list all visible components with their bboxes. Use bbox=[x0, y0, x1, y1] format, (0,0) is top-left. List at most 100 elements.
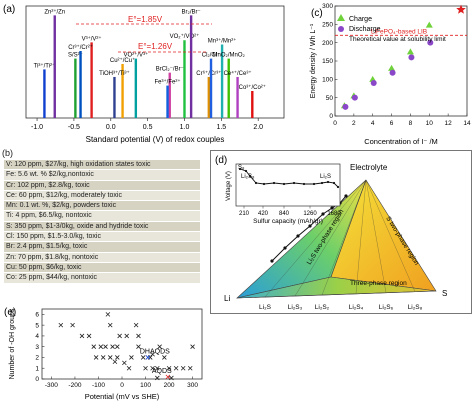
y-tick-label: 4 bbox=[35, 333, 39, 340]
path-point bbox=[296, 234, 300, 238]
legend-discharge-marker bbox=[338, 26, 344, 32]
electrolyte-label: Electrolyte bbox=[350, 163, 388, 172]
redox-label: Co³⁺/Co²⁺ bbox=[239, 84, 266, 91]
phase-label: Li₂S bbox=[259, 304, 272, 311]
inset-point bbox=[302, 182, 306, 186]
redox-label: VO₂⁺/VO²⁺ bbox=[170, 33, 200, 40]
panel-b-label: (b) bbox=[2, 148, 13, 158]
phase-label: Li₂S₄ bbox=[349, 304, 364, 311]
redox-label: TiOH³⁺/Ti³⁺ bbox=[99, 70, 130, 77]
inset-point bbox=[248, 174, 252, 178]
x-tick-label: -0.5 bbox=[68, 124, 80, 131]
y-tick-label: 3 bbox=[35, 344, 39, 351]
scatter-point bbox=[124, 333, 129, 339]
inset-point bbox=[312, 182, 316, 186]
inset-label-li2s: Li₂S bbox=[320, 174, 331, 180]
panel-a-xlabel: Standard potential (V) of redox couples bbox=[86, 135, 225, 144]
scatter-point bbox=[103, 344, 108, 349]
scatter-point bbox=[155, 365, 160, 371]
y-tick-label: 0 bbox=[35, 376, 39, 383]
x-tick-label: 0 bbox=[333, 120, 337, 127]
x-tick-label: 0.0 bbox=[106, 124, 116, 131]
scatter-point bbox=[157, 344, 162, 349]
dhaqds-point bbox=[145, 355, 151, 360]
panel-a-frame bbox=[25, 5, 285, 119]
table-row: Ce: 60 ppm, $12/kg, moderately toxic bbox=[4, 190, 200, 202]
panel-a-chart: (a) Ti³⁺/Ti²⁺ S/S²⁻ Zn²⁺/Zn V³⁺/V²⁺ Cr³⁺/Cr²… bbox=[3, 4, 285, 144]
aqds-label: AQDS bbox=[152, 368, 172, 375]
path-point bbox=[330, 206, 334, 210]
inset-tick-label: 210 bbox=[239, 211, 250, 217]
table-row: Co: 25 ppm, $44/kg, nontoxic bbox=[4, 273, 200, 284]
x-tick-label: 1.5 bbox=[216, 124, 226, 131]
panel-b-table: (b) V: 120 ppm, $27/kg, high oxidation s… bbox=[2, 148, 200, 284]
panel-e-label: (e) bbox=[4, 307, 16, 318]
inset-point bbox=[282, 182, 286, 186]
scatter-point bbox=[105, 312, 111, 317]
path-point bbox=[270, 259, 274, 263]
y-tick-label: 0 bbox=[329, 113, 333, 120]
scatter-point bbox=[173, 365, 179, 371]
theory-star bbox=[456, 4, 466, 14]
scatter-point bbox=[117, 333, 122, 339]
scatter-point bbox=[122, 360, 127, 366]
scatter-point bbox=[79, 333, 85, 339]
x-tick-label: -300 bbox=[45, 382, 58, 389]
scatter-point bbox=[107, 355, 113, 360]
table-row: Cl: 150 ppm, $1.5-3.0/kg, toxic bbox=[4, 232, 200, 243]
path-point bbox=[283, 246, 287, 250]
charge-point bbox=[388, 64, 396, 71]
phase-label: Li₂S₂ bbox=[315, 304, 330, 311]
path-point bbox=[321, 212, 325, 216]
redox-label: Cr⁶⁺/Cr³⁺ bbox=[196, 70, 221, 77]
charge-point bbox=[425, 21, 433, 28]
redox-label: Ce⁴⁺/Ce³⁺ bbox=[224, 70, 252, 77]
scatter-point bbox=[136, 333, 141, 339]
phase-tie-line bbox=[294, 179, 367, 297]
path-point bbox=[344, 194, 348, 198]
redox-label: Ti³⁺/Ti²⁺ bbox=[34, 62, 56, 69]
discharge-point bbox=[408, 54, 415, 61]
scatter-point bbox=[129, 355, 134, 360]
phase-tie-line bbox=[365, 179, 416, 292]
inset-point bbox=[292, 181, 296, 185]
phase-tie-line bbox=[355, 179, 367, 294]
panel-e-chart: (e) -300 -200 -100 0 100 200 300 0 1 2 3 4 5 6 DHAQDS… bbox=[4, 307, 203, 401]
panel-d-label: (d) bbox=[215, 155, 227, 166]
scatter-point bbox=[93, 355, 99, 360]
scatter-point bbox=[58, 322, 64, 328]
panel-e-frame bbox=[41, 308, 203, 380]
inset-tick-label: 840 bbox=[279, 211, 290, 217]
scatter-point bbox=[133, 322, 139, 328]
aqds-point bbox=[165, 374, 171, 380]
table-row: Cu: 50 ppm, $6/kg, toxic bbox=[4, 262, 200, 274]
x-tick-label: 100 bbox=[140, 382, 151, 389]
scatter-point bbox=[126, 365, 132, 371]
redox-label: BrCl₂⁻/Br⁻ bbox=[156, 67, 184, 73]
region-bottom: Three-phase region bbox=[350, 280, 407, 287]
scatter-point bbox=[180, 365, 186, 371]
x-tick-label: 2 bbox=[352, 120, 356, 127]
inset-point bbox=[332, 181, 336, 185]
scatter-point bbox=[100, 355, 106, 360]
annotation-126: E°=1.26V bbox=[138, 42, 173, 51]
panel-c-chart: (c) 0 2 4 6 8 10 12 14 0 50 100 150 200 250 300 LiFePO… bbox=[310, 3, 471, 146]
annotation-185: E°=1.85V bbox=[128, 15, 163, 24]
table-row: Ti: 4 ppm, $6.5/kg, nontoxic bbox=[4, 211, 200, 222]
scatter-point bbox=[70, 322, 75, 328]
table-row: V: 120 ppm, $27/kg, high oxidation state… bbox=[4, 160, 200, 171]
redox-label: Zn²⁺/Zn bbox=[44, 8, 65, 15]
scatter-point bbox=[91, 344, 97, 349]
inset-tick-label: 1680 bbox=[327, 211, 341, 217]
inset-label-s8: S₈ bbox=[238, 165, 245, 171]
corner-li: Li bbox=[224, 294, 230, 303]
redox-label: S/S²⁻ bbox=[68, 53, 83, 59]
scatter-point bbox=[143, 365, 148, 371]
redox-label: Fe³⁺/Fe²⁺ bbox=[155, 79, 181, 86]
discharge-point bbox=[427, 39, 434, 46]
redox-label: VO²⁺/V³⁺ bbox=[123, 52, 148, 59]
redox-label: Cu²⁺/Cu⁺ bbox=[110, 57, 135, 64]
y-tick-label: 200 bbox=[322, 40, 333, 47]
inset-point bbox=[238, 167, 242, 171]
y-tick-label: 150 bbox=[322, 58, 333, 65]
